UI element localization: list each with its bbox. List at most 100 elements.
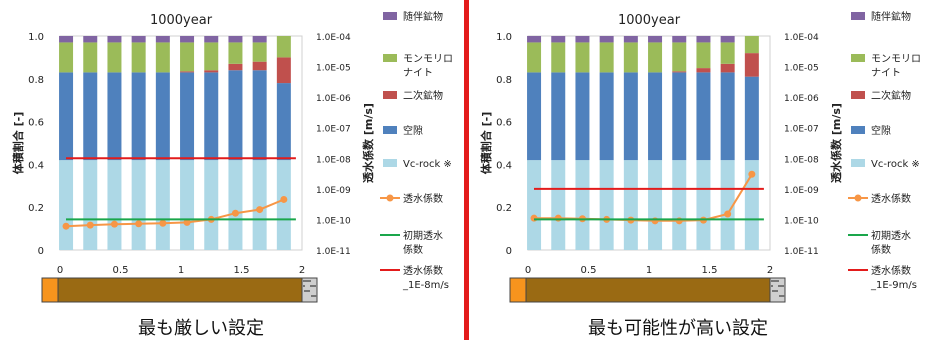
strip-texture-dot xyxy=(777,280,779,282)
bar-segment xyxy=(623,42,638,73)
bar-segment xyxy=(696,160,711,250)
bar-segment xyxy=(155,72,170,161)
x-tick-label: 1.5 xyxy=(234,265,250,276)
legend-label: 初期透水 xyxy=(871,229,911,242)
y2-tick-label: 1.0E-05 xyxy=(784,64,819,74)
strip-texture-dot xyxy=(315,295,317,297)
strip-texture-dot xyxy=(306,290,308,292)
bar-segment xyxy=(623,160,638,250)
legend-swatch xyxy=(851,91,865,99)
strip-texture-dot xyxy=(779,295,781,297)
data-point xyxy=(231,209,239,217)
x-tick-label: 0 xyxy=(57,265,63,276)
bar-segment xyxy=(599,36,614,43)
data-point xyxy=(135,220,143,228)
bar-segment xyxy=(228,70,243,161)
legend-label: ナイト xyxy=(871,67,901,79)
chart-right: 1000year 0 0.2 0.4 0.6 0.8 1.0 体積割合 [-] 1.0E-04 1… xyxy=(479,10,921,303)
data-point xyxy=(651,217,659,225)
chart-title: 1000year xyxy=(150,13,213,28)
chart-left: 1000year 0 0.2 0.4 0.6 0.8 1.0 体積割合 [-] 1.0E-04 1… xyxy=(11,10,453,303)
bar-segment xyxy=(672,160,687,250)
strip-texture-dot xyxy=(775,280,777,282)
bar-segment xyxy=(648,36,663,43)
data-point xyxy=(159,219,167,227)
bar-segment xyxy=(551,42,566,73)
legend-label: 二次鉱物 xyxy=(871,89,911,102)
strip-texture-dot xyxy=(311,295,313,297)
strip-texture-dot xyxy=(782,285,784,287)
bar-segment xyxy=(228,63,243,71)
legend-label: 係数 xyxy=(871,243,891,256)
bar-segment xyxy=(204,42,219,71)
bar-segment xyxy=(648,160,663,250)
strip-texture-dot xyxy=(774,290,776,292)
y2-tick-label: 1.0E-08 xyxy=(316,155,351,165)
bar-segment xyxy=(155,160,170,250)
bar-segment xyxy=(180,160,195,250)
bar-segment xyxy=(59,42,74,73)
legend-swatch xyxy=(851,126,865,134)
legend-label: _1E-9m/s xyxy=(870,280,917,291)
y2-axis-label: 透水係数 [m/s] xyxy=(829,103,843,183)
bar-segment xyxy=(744,160,759,250)
bar-segment xyxy=(696,36,711,43)
legend-label: モンモリロ xyxy=(871,54,921,65)
bar-segment xyxy=(83,160,98,250)
strip-texture-dot xyxy=(772,290,774,292)
legend-label: 透水係数 xyxy=(871,192,911,205)
bar-segment xyxy=(744,36,759,54)
bar-segment xyxy=(155,36,170,43)
bar-segment xyxy=(575,72,590,161)
data-point xyxy=(530,214,538,222)
y-tick-label: 1.0 xyxy=(496,32,512,43)
bar-segment xyxy=(599,72,614,161)
bar-segment xyxy=(648,42,663,73)
legend-label: 透水係数 xyxy=(403,264,443,277)
y-tick-label: 1.0 xyxy=(28,32,44,43)
bar-segment xyxy=(107,160,122,250)
bar-segment xyxy=(155,42,170,73)
strip-texture-dot xyxy=(304,290,306,292)
y2-tick-label: 1.0E-11 xyxy=(316,247,351,257)
strip-texture-dot xyxy=(303,285,305,287)
bar-segment xyxy=(720,72,735,161)
data-point xyxy=(675,217,683,225)
strip-main-block xyxy=(525,277,771,303)
data-point xyxy=(554,214,562,222)
x-tick-label: 1.5 xyxy=(702,265,718,276)
bar-segment xyxy=(131,36,146,43)
legend-label: 初期透水 xyxy=(403,229,443,242)
chart-title: 1000year xyxy=(618,13,681,28)
bar-segment xyxy=(672,36,687,43)
strip-texture-dot xyxy=(303,280,305,282)
bar-segment xyxy=(180,72,195,161)
strip-main-block xyxy=(57,277,303,303)
legend-label: モンモリロ xyxy=(403,54,453,65)
x-tick-label: 2 xyxy=(767,265,773,276)
strip-texture-dot xyxy=(781,295,783,297)
legend-swatch xyxy=(851,159,865,167)
y2-tick-label: 1.0E-04 xyxy=(316,33,351,43)
bar-segment xyxy=(276,83,291,161)
y2-tick-label: 1.0E-07 xyxy=(316,125,351,135)
legend-swatch xyxy=(383,159,397,167)
data-point xyxy=(256,206,264,214)
x-tick-label: 2 xyxy=(299,265,305,276)
y2-tick-label: 1.0E-08 xyxy=(784,155,819,165)
bar-segment xyxy=(107,72,122,161)
data-point xyxy=(86,221,94,229)
bar-segment xyxy=(720,36,735,43)
data-point xyxy=(62,222,70,230)
bar-segment xyxy=(551,160,566,250)
bar-segment xyxy=(131,42,146,73)
bar-segment xyxy=(204,36,219,43)
bar-segment xyxy=(252,160,267,250)
strip-texture-dot xyxy=(778,285,780,287)
legend-label: _1E-8m/s xyxy=(402,280,449,291)
bar-segment xyxy=(744,53,759,77)
y2-tick-label: 1.0E-06 xyxy=(784,94,819,104)
bar-segment xyxy=(551,36,566,43)
x-tick-label: 0.5 xyxy=(113,265,129,276)
strip-texture-dot xyxy=(771,280,773,282)
